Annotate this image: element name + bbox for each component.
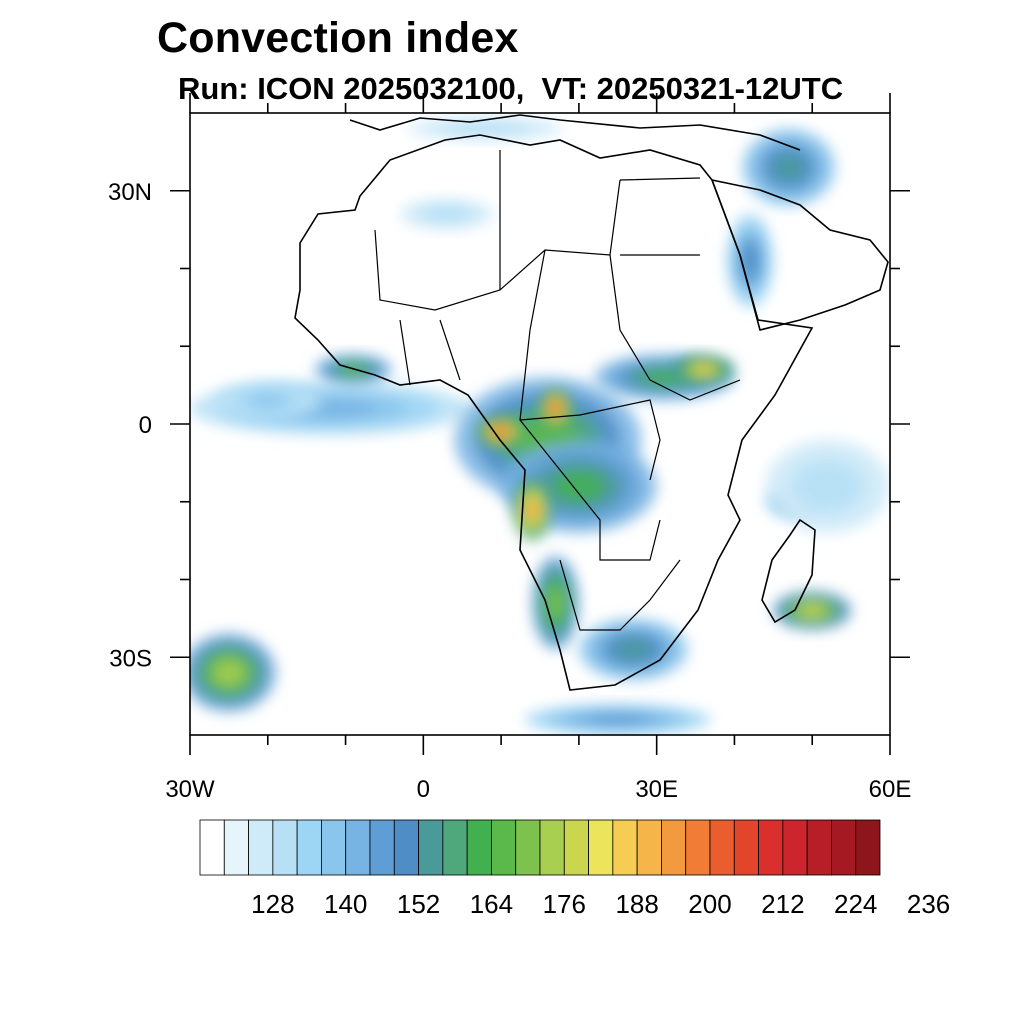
convection-field-layer xyxy=(190,116,890,735)
coastline-layer xyxy=(294,114,889,691)
map-title: Convection index xyxy=(157,14,519,62)
lon-tick-label: 30W xyxy=(165,776,215,803)
colorbar-label: 152 xyxy=(397,889,440,919)
colorbar-label: 128 xyxy=(251,889,294,919)
convection-cell-angola-hotspot xyxy=(512,478,552,541)
colorbar-label: 224 xyxy=(834,889,877,919)
colorbar-swatch xyxy=(223,819,249,876)
colorbar-swatch xyxy=(831,819,857,876)
convection-cell-arabia-band xyxy=(742,128,836,207)
colorbar-label: 164 xyxy=(470,889,513,919)
colorbar-swatch xyxy=(806,819,832,876)
colorbar-swatch xyxy=(588,819,614,876)
africa-coastline xyxy=(294,134,814,691)
convection-cell-indian-ocean-haze xyxy=(765,439,890,533)
convection-cell-gabon-hotspot xyxy=(477,416,525,448)
convection-cell-west-ocean-cell xyxy=(213,381,323,421)
colorbar-label: 176 xyxy=(543,889,586,919)
map-subtitle: Run: ICON 2025032100, VT: 20250321-12UTC xyxy=(178,71,844,106)
colorbar-swatch xyxy=(369,819,395,876)
lat-tick-label: 30S xyxy=(109,645,152,672)
colorbar: 128 140 152 164 176 188 200 212 224 236 xyxy=(199,819,950,919)
lat-tick-label: 0 xyxy=(139,412,152,439)
colorbar-swatch xyxy=(321,819,347,876)
colorbar-label: 200 xyxy=(688,889,731,919)
colorbar-swatch xyxy=(758,819,784,876)
colorbar-swatch xyxy=(661,819,687,876)
axis-tick-labels: 30W 0 30E 60E 30N 0 30S xyxy=(108,179,911,803)
convection-cell-cameroon-hotspot xyxy=(540,389,572,428)
convection-cell-southwest-atlantic-cell xyxy=(190,633,276,712)
lon-tick-label: 30E xyxy=(635,776,678,803)
convection-cell-sahara-streak xyxy=(400,198,494,230)
colorbar-swatch xyxy=(539,819,565,876)
lon-tick-label: 0 xyxy=(417,776,430,803)
convection-cell-red-sea-strip xyxy=(726,214,774,308)
colorbar-swatch xyxy=(272,819,298,876)
colorbar-swatch xyxy=(393,819,419,876)
colorbar-swatch xyxy=(515,819,541,876)
convection-cell-ethiopia-hotspot xyxy=(672,354,735,386)
colorbar-label: 236 xyxy=(907,889,950,919)
axis-ticks xyxy=(170,93,910,755)
colorbar-swatch xyxy=(442,819,468,876)
colorbar-swatch xyxy=(685,819,711,876)
colorbar-swatch xyxy=(248,819,274,876)
colorbar-swatch xyxy=(636,819,662,876)
convection-cell-south-atlantic-band xyxy=(524,703,712,735)
colorbar-label: 188 xyxy=(615,889,658,919)
colorbar-swatch xyxy=(612,819,638,876)
convection-cell-madagascar-east xyxy=(773,591,852,631)
lat-tick-label: 30N xyxy=(108,179,152,206)
colorbar-swatch xyxy=(733,819,759,876)
colorbar-swatch xyxy=(345,819,371,876)
arabia-coastline xyxy=(710,178,889,331)
country-borders-layer xyxy=(374,150,741,631)
europe-coastline xyxy=(349,114,801,151)
colorbar-swatch xyxy=(563,819,589,876)
colorbar-swatch xyxy=(296,819,322,876)
colorbar-swatch xyxy=(709,819,735,876)
colorbar-swatch xyxy=(466,819,492,876)
colorbar-swatch xyxy=(491,819,517,876)
convection-cell-namibia-strip xyxy=(532,556,579,650)
colorbar-swatch xyxy=(418,819,444,876)
lon-tick-label: 60E xyxy=(869,776,912,803)
convection-cell-south-africa-cell xyxy=(578,618,688,681)
colorbar-label: 140 xyxy=(324,889,367,919)
colorbar-swatch xyxy=(855,819,881,876)
colorbar-swatch xyxy=(199,819,225,876)
colorbar-label: 212 xyxy=(761,889,804,919)
madagascar-coastline xyxy=(761,518,816,624)
colorbar-swatch xyxy=(782,819,808,876)
convection-cell-mediterranean-streak xyxy=(407,116,564,141)
